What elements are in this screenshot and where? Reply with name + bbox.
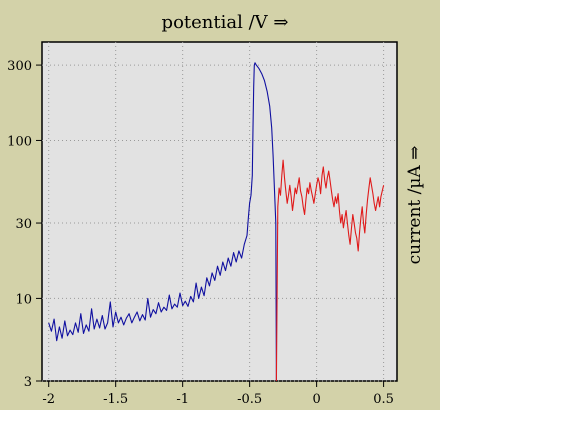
y-tick-label: 300 [7,59,32,74]
y-axis-title: current /µA ⇒ [405,146,425,265]
series-line-2 [275,159,385,382]
x-axis-title: potential /V ⇒ [162,12,289,33]
grid [42,42,397,382]
x-tick-label: -2 [42,392,55,407]
x-tick-label: -0.5 [237,392,262,407]
series-line-1 [48,62,277,382]
y-tick-label: 10 [15,292,32,307]
x-tick-label: 0 [312,392,320,407]
axis-ticks: -2 -1.5 -1 -0.5 0 0.5 3 10 30 100 300 [7,59,394,407]
plot-area [41,41,398,382]
x-tick-label: 0.5 [373,392,394,407]
x-tick-label: -1.5 [103,392,128,407]
y-tick-label: 100 [7,134,32,149]
y-tick-label: 3 [24,375,32,390]
x-tick-label: -1 [176,392,189,407]
y-tick-label: 30 [15,217,32,232]
series-layer [48,62,385,382]
